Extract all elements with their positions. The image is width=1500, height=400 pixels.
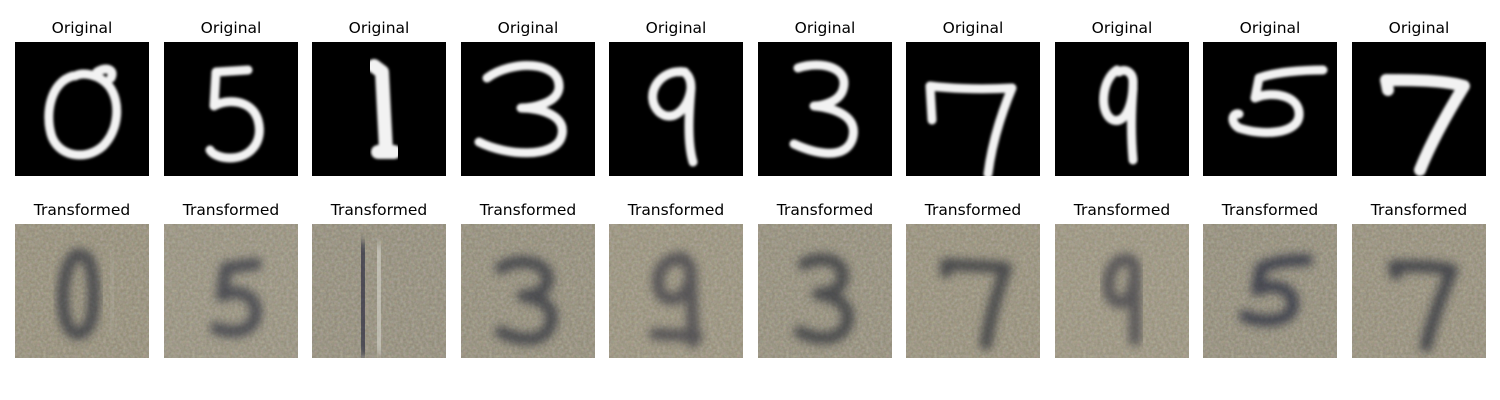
panel-title: Transformed <box>479 201 577 219</box>
panel-title: Transformed <box>1370 201 1468 219</box>
original-digit-image <box>15 42 149 176</box>
panel-title: Transformed <box>182 201 280 219</box>
transformed-digit-image <box>1055 224 1189 358</box>
panel-title: Transformed <box>1221 201 1319 219</box>
panel-title: Transformed <box>1073 201 1171 219</box>
transformed-digit-image <box>312 224 446 358</box>
panel-title: Original <box>1239 19 1301 37</box>
original-digit-image <box>312 42 446 176</box>
panel-title: Transformed <box>33 201 131 219</box>
panel-title: Transformed <box>627 201 725 219</box>
transformed-digit-image <box>461 224 595 358</box>
panel-title: Original <box>645 19 707 37</box>
transformed-digit-image <box>164 224 298 358</box>
panel-title: Original <box>794 19 856 37</box>
panel-title: Transformed <box>924 201 1022 219</box>
panel-title: Original <box>942 19 1004 37</box>
original-digit-image <box>1352 42 1486 176</box>
original-digit-image <box>1203 42 1337 176</box>
transformed-digit-image <box>1203 224 1337 358</box>
transformed-digit-image <box>1352 224 1486 358</box>
original-digit-image <box>461 42 595 176</box>
transformed-digit-image <box>758 224 892 358</box>
panel-title: Transformed <box>776 201 874 219</box>
panel-title: Original <box>200 19 262 37</box>
transformed-digit-image <box>609 224 743 358</box>
panel-title: Transformed <box>330 201 428 219</box>
panel-title: Original <box>497 19 559 37</box>
original-digit-image <box>906 42 1040 176</box>
original-digit-image <box>1055 42 1189 176</box>
panel-title: Original <box>1091 19 1153 37</box>
transformed-digit-image <box>15 224 149 358</box>
original-digit-image <box>609 42 743 176</box>
original-digit-image <box>758 42 892 176</box>
original-digit-image <box>164 42 298 176</box>
transformed-digit-image <box>906 224 1040 358</box>
panel-title: Original <box>51 19 113 37</box>
panel-title: Original <box>348 19 410 37</box>
panel-title: Original <box>1388 19 1450 37</box>
